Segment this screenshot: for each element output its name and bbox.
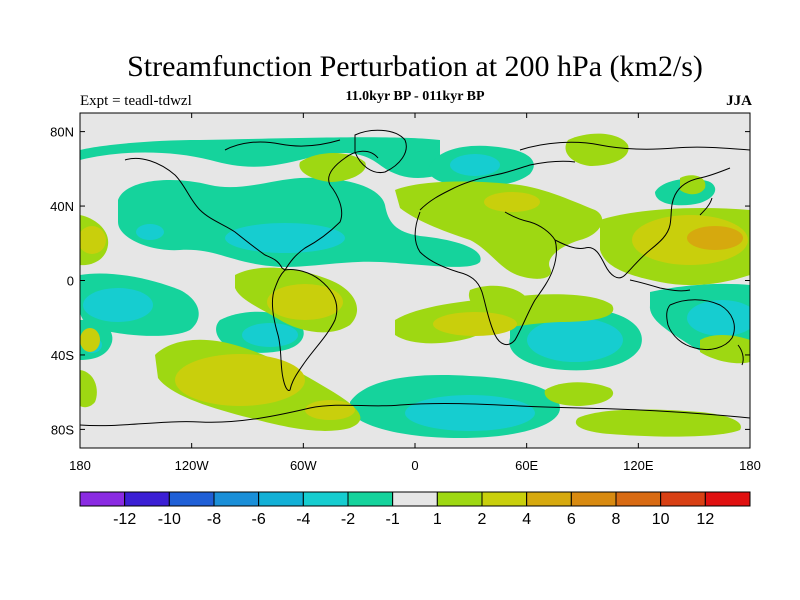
- low-australia: [687, 300, 750, 336]
- high-south-atlantic: [267, 284, 343, 320]
- low-caribbean: [225, 223, 345, 253]
- colorbar-swatch: [392, 491, 438, 507]
- region-southern-indian: [544, 382, 614, 406]
- coast-japan: [699, 197, 713, 216]
- region-arctic-north: [80, 137, 440, 178]
- high-indian-ocean: [433, 312, 517, 336]
- region-subpolar-east: [575, 409, 741, 437]
- high-east-pacific: [80, 226, 106, 254]
- season-label: JJA: [726, 93, 752, 109]
- low-tropical-pacific: [83, 288, 153, 322]
- coast-africa: [414, 211, 557, 346]
- lat-label: 40N: [50, 199, 74, 214]
- colorbar-swatch: [526, 491, 572, 507]
- coast-europe: [419, 160, 576, 211]
- region-south-pacific-far-west: [80, 370, 97, 408]
- colorbar-label: 1: [433, 511, 442, 528]
- colorbar-swatch: [570, 491, 617, 507]
- region-far-east-south: [700, 335, 750, 364]
- lat-axis: 80N 40N 0 40S 80S: [50, 125, 750, 437]
- lon-axis: 180 120W 60W 0 60E 120E 180: [69, 113, 761, 473]
- region-north-pacific: [118, 177, 481, 267]
- colorbar: -12 -10 -8 -6 -4 -2 -1 1 2 4 6 8 10 12: [79, 491, 751, 528]
- coast-greenland: [354, 129, 407, 174]
- high-south-pacific-east: [305, 400, 355, 420]
- colorbar-swatch: [615, 491, 662, 507]
- coastlines: [80, 129, 750, 427]
- colorbar-swatch: [302, 491, 349, 507]
- coast-indonesia: [629, 279, 691, 292]
- high-west-pacific-core: [687, 226, 743, 250]
- colorbar-swatch: [436, 491, 483, 507]
- lon-label: 60W: [290, 458, 317, 473]
- experiment-label: Expt = teadl-tdwzl: [80, 93, 192, 109]
- lon-label: 0: [411, 458, 418, 473]
- low-south-indian: [527, 318, 623, 362]
- region-east-atlantic: [468, 285, 526, 317]
- colorbar-label: 10: [652, 511, 670, 528]
- colorbar-swatch: [258, 491, 304, 507]
- coast-north-america-north: [224, 139, 341, 151]
- strongest-positive-regions: [687, 226, 743, 250]
- strong-negative-regions: [82, 154, 750, 431]
- colorbar-label: 12: [696, 511, 714, 528]
- colorbar-label: 2: [478, 511, 487, 528]
- region-arctic-far-east: [680, 175, 706, 195]
- colorbar-swatch: [168, 491, 215, 507]
- colorbar-swatch: [124, 491, 170, 507]
- lon-label: 120E: [623, 458, 654, 473]
- high-south-pacific: [175, 354, 305, 406]
- low-southern-ocean: [405, 395, 535, 431]
- low-pacific-north: [136, 224, 164, 240]
- colorbar-label: 8: [612, 511, 621, 528]
- coast-australia: [666, 299, 735, 351]
- colorbar-swatch: [660, 491, 706, 507]
- coast-asia: [554, 167, 731, 279]
- lon-label: 120W: [175, 458, 210, 473]
- colorbar-label: 6: [567, 511, 576, 528]
- colorbar-label: -1: [386, 511, 400, 528]
- high-south-pacific-far-west: [80, 328, 100, 352]
- coast-arctic-asia: [519, 141, 750, 151]
- lon-label: 180: [739, 458, 761, 473]
- map-title: Streamfunction Perturbation at 200 hPa (…: [127, 50, 703, 83]
- coast-new-zealand: [737, 344, 744, 366]
- colorbar-label: -12: [113, 511, 136, 528]
- coast-south-america: [271, 269, 338, 391]
- lat-label: 0: [67, 274, 74, 289]
- region-arctic-east: [565, 133, 629, 166]
- lon-label: 60E: [515, 458, 538, 473]
- colorbar-swatch: [481, 491, 528, 507]
- region-north-atlantic: [395, 181, 603, 279]
- lon-label: 180: [69, 458, 91, 473]
- map-subtitle: 11.0kyr BP - 011kyr BP: [345, 89, 485, 104]
- colorbar-label: -10: [158, 511, 181, 528]
- colorbar-label: -4: [296, 511, 310, 528]
- lat-label: 80N: [50, 125, 74, 140]
- lat-label: 80S: [51, 422, 74, 437]
- coast-antarctica: [80, 402, 750, 427]
- coast-north-america: [124, 150, 379, 271]
- region-central-pacific-north: [299, 153, 366, 182]
- colorbar-label: -6: [252, 511, 266, 528]
- colorbar-swatch: [213, 491, 260, 507]
- colorbar-label: -2: [341, 511, 355, 528]
- colorbar-label: -8: [207, 511, 221, 528]
- low-north-europe: [450, 154, 500, 176]
- colorbar-swatch: [347, 491, 394, 507]
- high-north-atlantic: [484, 192, 540, 212]
- colorbar-label: 4: [522, 511, 531, 528]
- map-plot: [80, 113, 750, 448]
- colorbar-swatch: [79, 491, 126, 507]
- colorbar-swatch: [704, 491, 751, 507]
- low-south-america: [242, 323, 298, 347]
- lat-label: 40S: [51, 348, 74, 363]
